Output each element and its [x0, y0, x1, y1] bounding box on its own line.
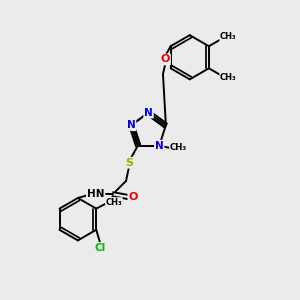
Text: O: O [160, 55, 170, 64]
Text: CH₃: CH₃ [169, 143, 187, 152]
Text: CH₃: CH₃ [220, 32, 236, 41]
Text: Cl: Cl [94, 243, 105, 253]
Text: CH₃: CH₃ [220, 73, 236, 82]
Text: N: N [127, 120, 136, 130]
Text: S: S [125, 158, 133, 168]
Text: HN: HN [87, 189, 104, 199]
Text: N: N [155, 141, 164, 151]
Text: O: O [128, 192, 138, 202]
Text: N: N [144, 108, 153, 118]
Text: CH₃: CH₃ [106, 198, 122, 207]
